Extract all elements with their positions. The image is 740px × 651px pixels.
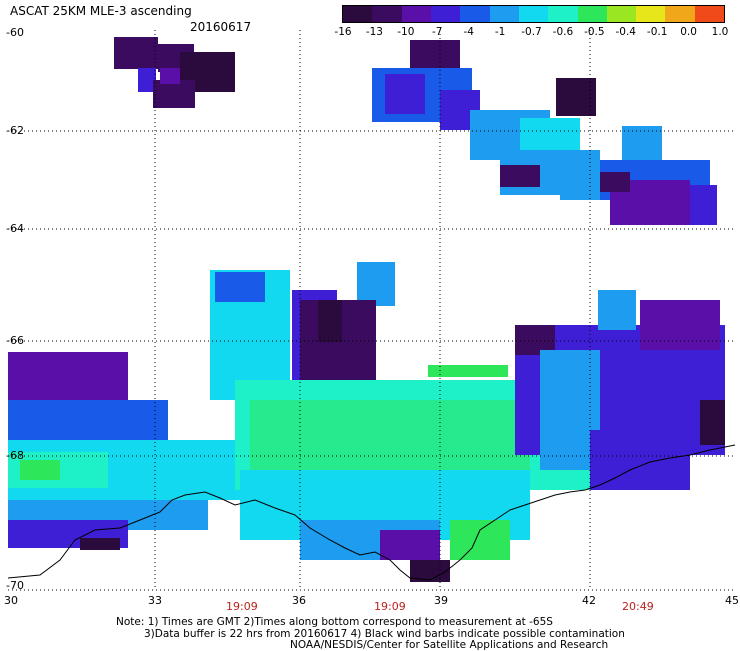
colorbar-swatch xyxy=(548,6,578,22)
colorbar-swatch xyxy=(577,6,607,22)
note-line-1: Note: 1) Times are GMT 2)Times along bot… xyxy=(116,616,553,628)
lat-label: -66 xyxy=(6,334,24,347)
lat-label: -64 xyxy=(6,222,24,235)
colorbar-swatch xyxy=(694,6,725,22)
map-date: 20160617 xyxy=(190,20,252,34)
lon-label: 45 xyxy=(725,594,739,607)
colorbar-label: -0.7 xyxy=(521,26,542,38)
lat-label: -60 xyxy=(6,26,24,39)
lon-label: 39 xyxy=(434,594,448,607)
colorbar-label: -0.1 xyxy=(646,26,668,38)
time-label: 19:09 xyxy=(374,600,406,613)
time-label: 19:09 xyxy=(226,600,258,613)
colorbar-label: -4 xyxy=(463,26,474,38)
lon-label: 33 xyxy=(148,594,162,607)
lon-label: 30 xyxy=(4,594,18,607)
lat-label: -70 xyxy=(6,579,24,592)
colorbar-swatch xyxy=(343,6,373,22)
colorbar-label: 1.0 xyxy=(711,26,729,38)
colorbar-label: 0.0 xyxy=(680,26,697,38)
coastline xyxy=(7,444,736,581)
colorbar-label: -10 xyxy=(397,26,415,38)
colorbar-label: -0.4 xyxy=(615,26,637,38)
colorbar-swatch xyxy=(665,6,695,22)
colorbar-label: -13 xyxy=(365,26,383,38)
lon-label: 36 xyxy=(292,594,306,607)
colorbar-label: -0.5 xyxy=(584,26,605,38)
colorbar-swatch xyxy=(460,6,490,22)
swath-north-west xyxy=(114,37,235,108)
swath-south xyxy=(8,262,725,582)
colorbar-swatch xyxy=(372,6,402,22)
colorbar-swatch xyxy=(430,6,461,22)
colorbar-label: -7 xyxy=(432,26,443,38)
lat-label: -62 xyxy=(6,124,24,137)
lat-label: -68 xyxy=(6,449,24,462)
colorbar-swatch xyxy=(489,6,519,22)
lon-label: 42 xyxy=(582,594,596,607)
colorbar-swatch xyxy=(518,6,549,22)
colorbar xyxy=(342,5,725,23)
graticule xyxy=(8,30,735,590)
time-label: 20:49 xyxy=(622,600,654,613)
map-title: ASCAT 25KM MLE-3 ascending xyxy=(10,4,192,18)
colorbar-swatch xyxy=(636,6,666,22)
swath-north-east xyxy=(372,40,717,225)
colorbar-swatch xyxy=(606,6,637,22)
note-line-3: NOAA/NESDIS/Center for Satellite Applica… xyxy=(290,639,609,651)
colorbar-label: -0.6 xyxy=(552,26,574,38)
note-line-2: 3)Data buffer is 22 hrs from 20160617 4)… xyxy=(144,628,625,640)
colorbar-swatch xyxy=(401,6,431,22)
colorbar-label: -1 xyxy=(494,26,506,38)
colorbar-label: -16 xyxy=(334,26,352,38)
